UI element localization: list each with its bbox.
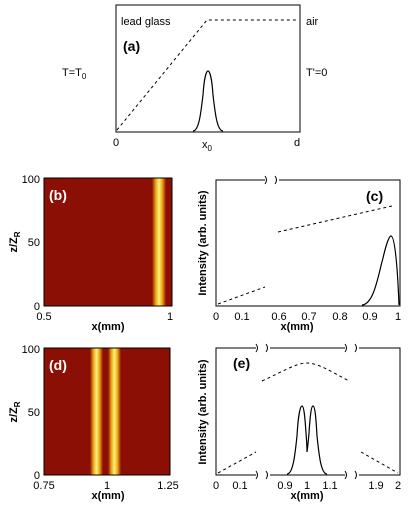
a-xtick-d: d [294, 137, 300, 149]
beam-stripe-d-left [90, 348, 103, 475]
d-ytick-0: 0 [34, 470, 40, 482]
left-boundary-condition: T=T0 [62, 67, 87, 81]
a-xtick-x0: x0 [202, 139, 213, 153]
panel-e-frame [215, 347, 401, 476]
beam-stripe-b [152, 178, 166, 306]
panel-b-label: (b) [49, 187, 67, 203]
e-axis-break-bottom-right-bg [345, 470, 359, 480]
e-xtick-0.9: 0.9 [277, 480, 292, 492]
beam-stripe-d-right [108, 348, 121, 475]
material-air: air [306, 16, 319, 28]
c-ylabel: Intensity (arb. units) [197, 190, 209, 295]
c-xtick-0.1: 0.1 [234, 311, 249, 323]
panel-d-frame [43, 347, 171, 476]
c-beam-profile [361, 235, 400, 306]
e-xtick-1: 1 [304, 480, 310, 492]
e-xtick-2: 2 [395, 480, 401, 492]
e-xtick-0: 0 [213, 480, 219, 492]
b-xtick-0.5: 0.5 [36, 311, 51, 323]
b-ylabel: z/ZR [8, 231, 22, 252]
e-beam-profile [286, 405, 328, 475]
panel-a: lead glass air (a) T=T0 T'=0 0 x0 d [62, 4, 327, 153]
d-ytick-100: 100 [22, 344, 40, 356]
c-dashed-left [217, 286, 266, 305]
c-xlabel: x(mm) [280, 321, 313, 333]
right-boundary-condition: T'=0 [306, 67, 327, 79]
panel-c: (c) Intensity (arb. units) 0 0.1 0.6 0.7… [197, 175, 401, 333]
heatmap-d [44, 348, 170, 475]
d-xtick-0.75: 0.75 [33, 480, 54, 492]
b-xtick-1: 1 [167, 311, 173, 323]
panel-e: (e) Intensity (arb. units) 0 0.1 0.9 1 1… [197, 343, 401, 502]
heatmap-b [44, 178, 172, 306]
panel-a-frame [115, 4, 301, 133]
c-xtick-0.9: 0.9 [362, 311, 377, 323]
panel-c-label: (c) [366, 188, 383, 204]
c-xtick-0.6: 0.6 [271, 311, 286, 323]
e-dashed-middle [261, 362, 350, 382]
b-ytick-50: 50 [28, 237, 40, 249]
c-xtick-0.7: 0.7 [301, 311, 316, 323]
e-axis-break-bottom-right-icon [344, 470, 357, 480]
panel-c-frame [215, 179, 401, 307]
d-xtick-1: 1 [104, 480, 110, 492]
e-ylabel: Intensity (arb. units) [197, 359, 209, 464]
e-dashed-left [217, 451, 257, 474]
b-xlabel: x(mm) [91, 321, 124, 333]
e-dashed-right [360, 451, 399, 474]
e-xtick-1.1: 1.1 [322, 480, 337, 492]
e-axis-break-top-right-bg [345, 343, 359, 353]
e-axis-break-top-left-icon [255, 343, 268, 353]
d-ylabel: z/ZR [8, 401, 22, 422]
panel-a-label: (a) [123, 38, 140, 54]
d-xtick-1.25: 1.25 [157, 480, 178, 492]
panel-b-frame [43, 177, 173, 307]
d-ytick-50: 50 [28, 407, 40, 419]
beam-profile [192, 70, 224, 132]
e-xtick-1.9: 1.9 [368, 480, 383, 492]
material-lead-glass: lead glass [121, 16, 171, 28]
temperature-profile [116, 19, 296, 131]
a-xtick-0: 0 [113, 137, 119, 149]
c-axis-break-bg [265, 175, 279, 185]
c-dashed-right [277, 205, 393, 233]
b-ytick-100: 100 [22, 174, 40, 186]
panel-e-label: (e) [233, 355, 250, 371]
panel-d-label: (d) [49, 357, 67, 373]
d-xlabel: x(mm) [91, 490, 124, 502]
e-axis-break-bottom-left-icon [255, 470, 268, 480]
b-ytick-0: 0 [34, 301, 40, 313]
e-xtick-0.1: 0.1 [232, 480, 247, 492]
c-axis-break-icon [264, 175, 277, 185]
e-xlabel: x(mm) [290, 490, 323, 502]
c-xtick-0.8: 0.8 [332, 311, 347, 323]
c-xtick-0: 0 [213, 311, 219, 323]
c-xtick-1: 1 [395, 311, 401, 323]
panel-d: (d) 100 50 0 z/ZR 0.75 1 1.25 x(mm) [8, 344, 179, 502]
e-axis-break-top-right-icon [344, 343, 357, 353]
e-axis-break-bottom-left-bg [256, 470, 270, 480]
e-axis-break-top-left-bg [256, 343, 270, 353]
panel-b: (b) 100 50 0 z/ZR 0.5 1 x(mm) [8, 174, 173, 333]
